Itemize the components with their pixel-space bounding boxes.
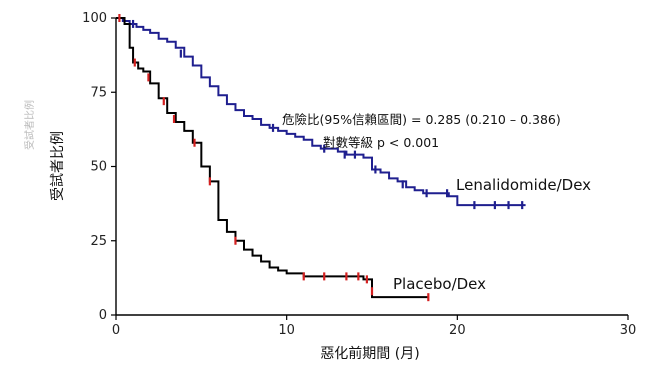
x-tick-label: 20	[449, 323, 466, 338]
x-axis-title: 惡化前期間 (月)	[320, 345, 419, 362]
y-tick-label: 0	[99, 308, 107, 323]
y-axis-ghost-label: 受試者比例	[23, 100, 36, 150]
y-tick-label: 75	[90, 85, 107, 100]
series-layer	[116, 14, 526, 302]
logrank-annotation: 對數等級 p < 0.001	[323, 135, 439, 150]
series-line-lenalidomide	[116, 17, 526, 207]
series-label-placebo: Placebo/Dex	[393, 275, 486, 293]
series-label-lenalidomide: Lenalidomide/Dex	[456, 176, 591, 194]
x-tick-label: 10	[278, 323, 295, 338]
series-line-placebo	[116, 17, 429, 299]
x-tick-label: 30	[620, 323, 637, 338]
y-tick-label: 50	[90, 160, 107, 175]
x-axis: 0 10 20 30	[112, 314, 637, 338]
y-tick-label: 100	[82, 11, 107, 26]
y-axis-title: 受試者比例	[50, 131, 66, 201]
x-tick-label: 0	[112, 323, 120, 338]
y-axis: 0 25 50 75 100	[82, 11, 117, 323]
hazard-ratio-annotation: 危險比(95%信賴區間) = 0.285 (0.210 – 0.386)	[282, 112, 561, 127]
y-tick-label: 25	[90, 234, 107, 249]
